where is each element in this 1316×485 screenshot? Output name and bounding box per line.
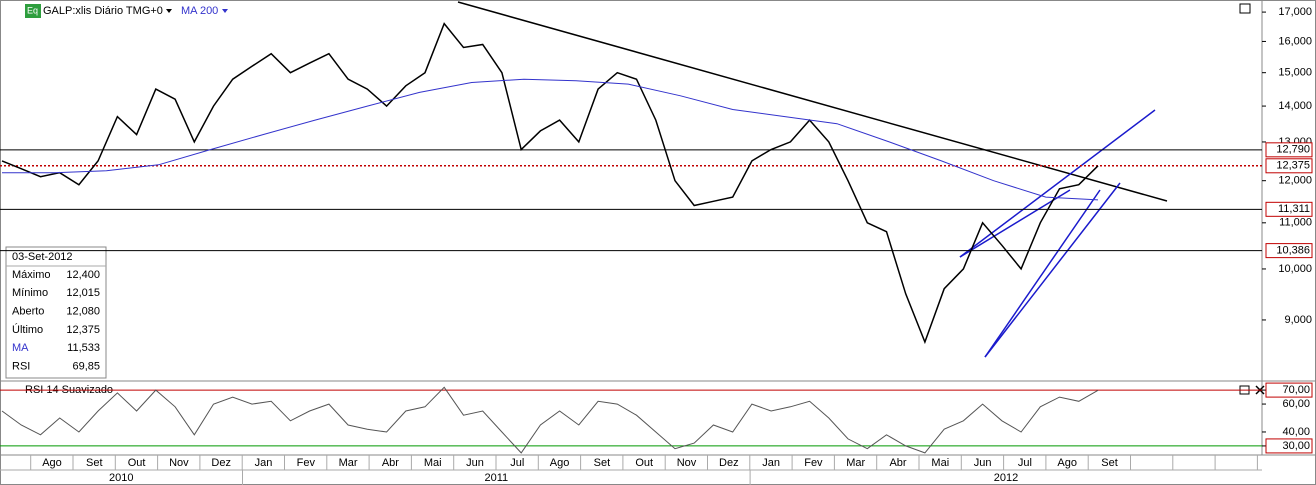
x-tick-label: Dez [211, 457, 231, 469]
info-label: Aberto [12, 306, 44, 318]
info-value: 12,400 [66, 269, 100, 281]
y-tick-label: 17,000 [1278, 6, 1312, 18]
y-tick-label: 16,000 [1278, 35, 1312, 47]
x-tick-label: Fev [804, 457, 823, 469]
level-label: 12,790 [1276, 144, 1310, 156]
y-tick-label: 15,000 [1278, 67, 1312, 79]
y-tick-label: 60,00 [1282, 398, 1310, 410]
x-tick-label: Set [1101, 457, 1118, 469]
x-tick-label: Abr [382, 457, 399, 469]
y-tick-label: 14,000 [1278, 100, 1312, 112]
series-line [1, 386, 1099, 454]
x-tick-label: Nov [169, 457, 189, 469]
info-value: 12,015 [66, 287, 100, 299]
info-label: MA [12, 342, 29, 354]
year-label: 2011 [484, 472, 508, 484]
level-label: 10,386 [1276, 245, 1310, 257]
x-tick-label: Mai [931, 457, 949, 469]
info-value: 12,080 [66, 306, 100, 318]
x-tick-label: Mai [424, 457, 442, 469]
channel-line [984, 189, 1101, 358]
level-label-box [1265, 158, 1313, 174]
y-tick-label: 10,000 [1278, 263, 1312, 275]
info-value: 69,85 [72, 360, 100, 372]
series-line [1, 22, 1099, 345]
level-label-box [1265, 243, 1313, 259]
x-tick-label: Mar [846, 457, 865, 469]
info-label: Máximo [12, 269, 51, 281]
info-label: Mínimo [12, 287, 48, 299]
x-tick-label: Dez [719, 457, 739, 469]
tick-label-box [1265, 382, 1313, 398]
price-legend[interactable]: GALP:xlis Diário TMG+0 [43, 5, 163, 17]
x-tick-label: Jul [1018, 457, 1032, 469]
x-tick-label: Jan [762, 457, 780, 469]
maximize-icon[interactable] [1239, 3, 1251, 14]
y-tick-label: 11,000 [1279, 217, 1312, 229]
info-label: Último [12, 323, 43, 336]
tick-label-box [1265, 438, 1313, 454]
y-tick-label: 30,00 [1282, 440, 1310, 452]
dropdown-arrow[interactable] [222, 9, 228, 13]
x-tick-label: Ago [1057, 457, 1077, 469]
channel-line [959, 109, 1156, 258]
level-label: 11,311 [1278, 203, 1310, 215]
x-tick-label: Jan [255, 457, 273, 469]
x-tick-label: Jul [510, 457, 524, 469]
x-tick-label: Jun [466, 457, 484, 469]
level-label-box [1265, 201, 1313, 217]
x-tick-label: Abr [889, 457, 906, 469]
x-tick-label: Fev [297, 457, 316, 469]
y-tick-label: 9,000 [1284, 314, 1312, 326]
info-date: 03-Set-2012 [12, 251, 73, 263]
trend-line [457, 1, 1168, 202]
x-tick-label: Out [128, 457, 146, 469]
dropdown-arrow[interactable] [166, 9, 172, 13]
x-tick-label: Nov [677, 457, 697, 469]
info-value: 12,375 [66, 324, 100, 336]
eq-icon-text: Eq [27, 5, 38, 15]
x-tick-label: Set [86, 457, 103, 469]
y-tick-label: 40,00 [1282, 426, 1310, 438]
level-label: 12,375 [1276, 160, 1310, 172]
y-tick-label: 12,000 [1278, 175, 1312, 187]
ma-legend[interactable]: MA 200 [181, 5, 218, 17]
eq-icon[interactable] [25, 4, 41, 18]
x-tick-label: Jun [974, 457, 992, 469]
x-tick-label: Mar [339, 457, 358, 469]
level-label-box [1265, 142, 1313, 158]
info-box [5, 246, 107, 379]
x-tick-label: Ago [42, 457, 62, 469]
x-tick-label: Set [594, 457, 611, 469]
info-panel: 03-Set-2012 Máximo 12,400 Mínimo 12,015 Aber… [5, 246, 107, 379]
channel-line [984, 182, 1121, 358]
info-value: 11,533 [67, 342, 100, 354]
x-tick-label: Ago [550, 457, 570, 469]
year-label: 2010 [109, 472, 133, 484]
series-line [2, 78, 1099, 201]
y-tick-label: 70,00 [1282, 384, 1310, 396]
info-label: RSI [12, 360, 30, 372]
year-label: 2012 [994, 472, 1018, 484]
x-tick-label: Out [635, 457, 653, 469]
